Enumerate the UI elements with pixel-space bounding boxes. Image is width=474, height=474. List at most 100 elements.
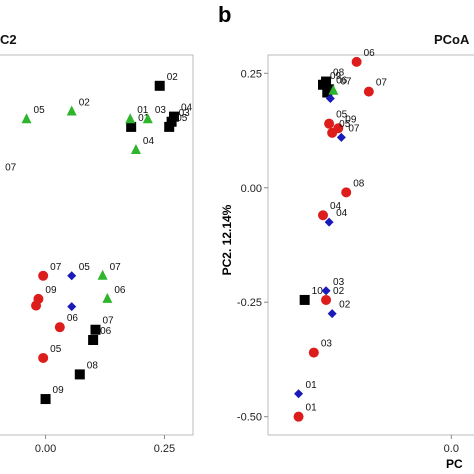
point-label: 07 <box>340 77 352 88</box>
circle-point <box>38 270 49 281</box>
circle-point <box>341 187 352 198</box>
square-point <box>318 79 328 90</box>
diamond-point <box>67 302 77 312</box>
square-point <box>322 87 333 98</box>
circle-point <box>293 411 304 422</box>
point-label: 09 <box>45 285 57 296</box>
triangle-point <box>328 84 339 95</box>
point-label: 04 <box>143 136 155 147</box>
point-label: 08 <box>87 360 99 371</box>
panel-b-frame <box>267 54 474 436</box>
point-label: 05 <box>34 105 46 116</box>
point-label: 01 <box>306 403 318 414</box>
point-label: 08 <box>333 68 345 79</box>
square-point <box>164 121 175 132</box>
point-label: 02 <box>339 300 351 311</box>
point-label: 04 <box>330 201 342 212</box>
point-label: 03 <box>155 105 167 116</box>
point-label: 08 <box>353 178 365 189</box>
point-label: 01 <box>138 113 150 124</box>
square-point <box>299 294 310 305</box>
panel-b-x-axis-label: PC <box>446 457 463 471</box>
panel-b-x-axis: 0.0 <box>444 435 459 455</box>
triangle-point <box>66 105 77 116</box>
circle-point <box>318 210 328 221</box>
point-label: 01 <box>137 105 149 116</box>
point-label: 06 <box>114 285 126 296</box>
point-label: 05 <box>176 113 188 124</box>
point-label: 09 <box>330 71 342 82</box>
circle-point <box>351 56 362 67</box>
diamond-point <box>336 132 346 142</box>
point-label: 07 <box>5 163 17 174</box>
point-label: 04 <box>181 103 193 114</box>
panel-b-title: PCoA <box>434 32 470 47</box>
circle-point <box>308 347 319 358</box>
point-label: 06 <box>67 313 79 324</box>
point-label: 02 <box>333 286 345 297</box>
point-label: 06 <box>336 75 348 86</box>
diamond-point <box>325 93 335 103</box>
y-tick-label: 0.00 <box>241 183 262 195</box>
circle-point <box>31 300 42 311</box>
diamond-point <box>324 217 334 227</box>
diamond-point <box>67 271 77 281</box>
panel-b-y-axis-label: PC2. 12.14% <box>220 204 234 275</box>
diamond-point <box>327 309 337 319</box>
circle-point <box>54 322 65 333</box>
circle-point <box>327 127 338 138</box>
x-tick-label: 0.25 <box>154 443 175 455</box>
square-point <box>154 80 165 91</box>
y-tick-label: -0.50 <box>237 412 262 424</box>
square-point <box>88 335 99 345</box>
circle-point <box>363 86 374 97</box>
point-label: 05 <box>336 110 348 121</box>
point-label: 07 <box>110 262 122 273</box>
panel-b-letter: b <box>218 2 231 27</box>
point-label: 07 <box>50 262 62 273</box>
point-label: 02 <box>79 97 91 108</box>
triangle-point <box>102 292 113 303</box>
panel-b-y-axis: 0.25 0.00 -0.25 -0.50 <box>237 68 268 424</box>
point-label: 06 <box>364 48 376 59</box>
point-label: 05 <box>339 119 351 130</box>
point-label: 05 <box>50 344 62 355</box>
point-label: 09 <box>53 385 65 396</box>
point-label: 03 <box>321 339 333 350</box>
point-label: 03 <box>333 277 345 288</box>
triangle-point <box>97 269 108 280</box>
panel-a-frame <box>0 54 194 436</box>
point-label: 06 <box>100 326 112 337</box>
circle-point <box>324 118 335 129</box>
panel-a-title: C2 <box>0 32 17 47</box>
diamond-point <box>321 286 331 296</box>
circle-point <box>38 352 49 363</box>
triangle-point <box>125 113 136 124</box>
panel-b-scatter: b PCoA PC2. 12.14% PC 0.25 0.00 -0.25 -0.50… <box>218 2 474 471</box>
x-tick-label: 0.00 <box>35 443 56 455</box>
triangle-point <box>21 113 32 124</box>
point-label: 10 <box>312 286 324 297</box>
square-point <box>126 121 137 132</box>
point-label: 09 <box>345 114 357 125</box>
point-label: 07 <box>376 78 388 89</box>
panel-a-x-axis: 0.00 0.25 <box>35 435 175 455</box>
square-point <box>166 116 177 127</box>
triangle-point <box>130 144 141 154</box>
circle-point <box>321 294 332 305</box>
point-label: 01 <box>306 380 318 391</box>
point-label: 02 <box>167 72 179 83</box>
point-label: 07 <box>103 316 115 327</box>
square-point <box>40 394 51 405</box>
diamond-point <box>294 389 304 399</box>
y-tick-label: -0.25 <box>237 297 262 309</box>
point-label: 04 <box>336 208 348 219</box>
square-point <box>74 369 85 380</box>
triangle-point <box>142 113 153 124</box>
point-label: 07 <box>348 123 360 134</box>
y-tick-label: 0.25 <box>241 68 262 80</box>
